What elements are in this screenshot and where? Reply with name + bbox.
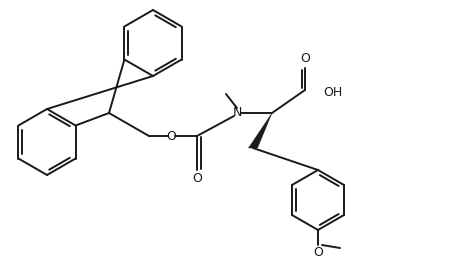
Text: O: O bbox=[166, 129, 176, 143]
Text: O: O bbox=[300, 53, 310, 65]
Polygon shape bbox=[249, 113, 272, 148]
Text: O: O bbox=[192, 173, 202, 185]
Text: OH: OH bbox=[323, 85, 342, 99]
Text: O: O bbox=[313, 247, 323, 259]
Text: N: N bbox=[232, 106, 242, 120]
